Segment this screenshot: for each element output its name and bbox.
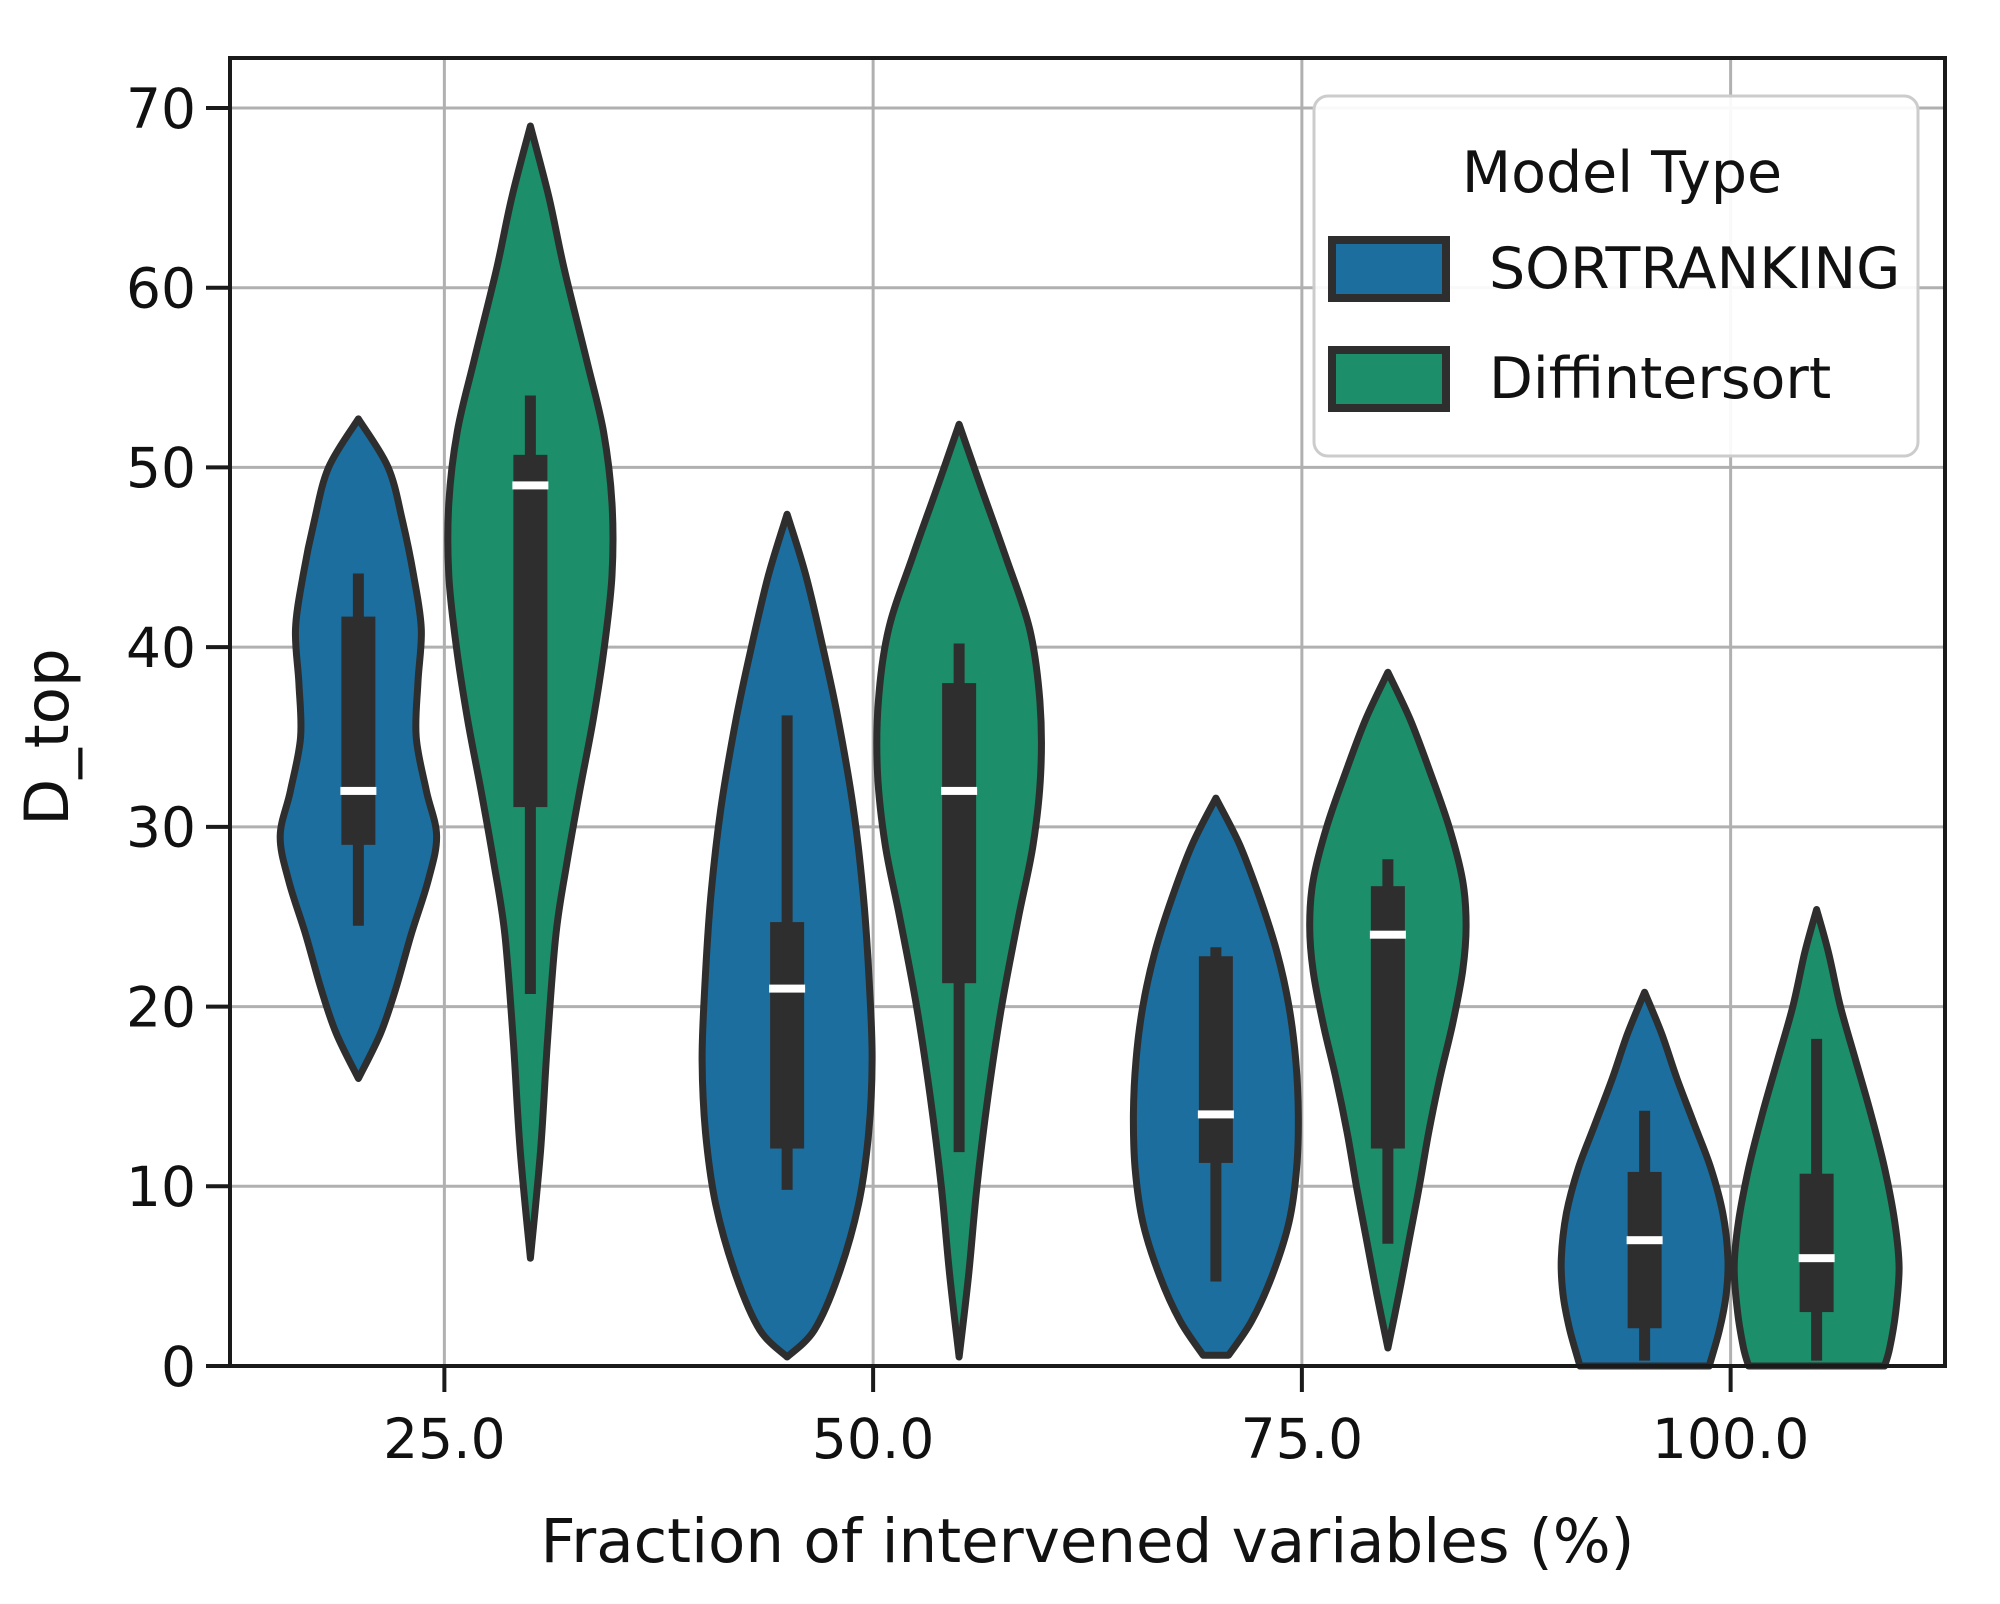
y-axis-label: D_top <box>12 648 83 825</box>
legend <box>1312 94 1920 458</box>
violin-box-diffintersort-25 <box>513 454 548 808</box>
violin-median-sortranking-50 <box>769 984 806 993</box>
violin-median-sortranking-100 <box>1626 1236 1663 1245</box>
x-tick-label: 50.0 <box>812 1407 934 1471</box>
violin-box-sortranking-100 <box>1627 1171 1662 1329</box>
x-tick-label: 25.0 <box>383 1407 505 1471</box>
violin-box-diffintersort-50 <box>942 683 977 984</box>
violin-box-sortranking-25 <box>341 616 376 845</box>
legend-title: Model Type <box>1462 140 1782 206</box>
x-tick-label: 100.0 <box>1652 1407 1809 1471</box>
violin-median-diffintersort-75 <box>1369 930 1406 939</box>
y-tick-label: 40 <box>126 616 196 680</box>
y-tick-label: 0 <box>161 1335 196 1399</box>
y-tick-label: 70 <box>126 77 196 141</box>
y-tick-label: 30 <box>126 796 196 860</box>
violin-median-diffintersort-50 <box>941 786 978 795</box>
y-tick-label: 20 <box>126 975 196 1039</box>
violin-box-diffintersort-75 <box>1370 886 1405 1149</box>
violin-median-sortranking-75 <box>1197 1110 1234 1119</box>
legend-label-diffintersort: Diffintersort <box>1489 346 1831 412</box>
plot-area-border <box>228 56 1947 1368</box>
y-tick-label: 50 <box>126 436 196 500</box>
legend-swatch-diffintersort <box>1328 346 1450 412</box>
legend-label-sortranking: SORTRANKING <box>1489 236 1900 302</box>
x-tick-label: 75.0 <box>1241 1407 1363 1471</box>
violin-median-diffintersort-100 <box>1798 1254 1835 1263</box>
x-axis-label: Fraction of intervened variables (%) <box>541 1506 1635 1577</box>
y-tick-label: 60 <box>126 257 196 321</box>
violin-box-sortranking-75 <box>1198 956 1233 1163</box>
violin-box-sortranking-50 <box>770 922 805 1149</box>
violin-median-sortranking-25 <box>340 786 377 795</box>
violin-median-diffintersort-25 <box>512 481 549 490</box>
violin-box-diffintersort-100 <box>1799 1173 1834 1313</box>
y-tick-label: 10 <box>126 1155 196 1219</box>
legend-swatch-sortranking <box>1328 236 1450 302</box>
